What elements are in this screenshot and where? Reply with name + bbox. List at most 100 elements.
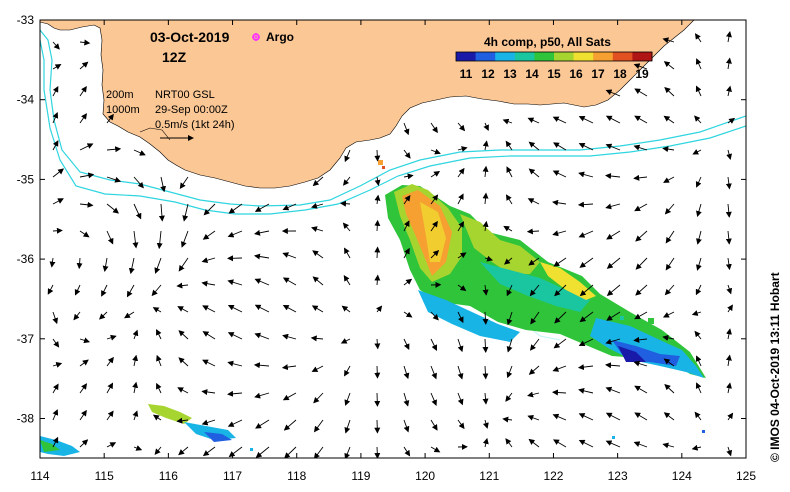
argo-marker-icon: [252, 33, 260, 41]
x-tick-label: 119: [351, 469, 370, 483]
current-arrow-icon: [484, 255, 494, 262]
current-arrow-icon: [178, 446, 189, 456]
current-arrow-icon: [503, 257, 513, 265]
current-arrow-icon: [154, 257, 162, 274]
current-arrow-icon: [694, 330, 702, 340]
current-arrow-icon: [133, 149, 146, 156]
current-arrow-icon: [403, 278, 413, 286]
current-arrow-icon: [282, 277, 297, 286]
current-arrow-icon: [725, 176, 732, 190]
argo-label: Argo: [266, 30, 294, 44]
current-arrow-icon: [132, 354, 139, 367]
current-arrow-icon: [482, 437, 489, 448]
current-arrow-icon: [403, 392, 410, 407]
current-arrow-icon: [255, 419, 270, 429]
current-arrow-icon: [106, 410, 114, 421]
current-arrow-icon: [152, 414, 162, 421]
current-arrow-icon: [457, 167, 465, 178]
current-arrow-icon: [227, 304, 243, 313]
current-arrow-icon: [228, 203, 243, 214]
colorbar-segment: [534, 52, 555, 61]
x-tick-label: 123: [608, 469, 628, 483]
current-arrow-icon: [312, 250, 324, 259]
current-arrow-icon: [634, 412, 648, 421]
colorbar-tick-label: 18: [613, 67, 627, 81]
current-arrow-icon: [430, 311, 439, 321]
current-arrow-icon: [311, 202, 324, 209]
current-arrow-icon: [52, 198, 64, 205]
plot-frame: [39, 19, 747, 459]
current-date-label: 29-Sep 00:00Z: [155, 104, 228, 116]
current-arrow-icon: [73, 311, 81, 321]
current-arrow-icon: [311, 226, 324, 232]
current-arrow-icon: [253, 362, 270, 369]
current-arrow-icon: [79, 172, 95, 179]
current-arrow-icon: [253, 253, 270, 260]
x-tick-label: 125: [736, 469, 756, 483]
current-arrow-icon: [528, 365, 540, 375]
y-tick-label: -35: [17, 172, 35, 186]
current-arrow-icon: [79, 337, 91, 344]
current-arrow-icon: [52, 383, 59, 394]
current-arrow-icon: [605, 440, 621, 448]
current-arrow-icon: [283, 419, 297, 431]
current-arrow-icon: [579, 284, 594, 297]
current-arrow-icon: [726, 446, 733, 457]
current-arrow-icon: [52, 64, 62, 70]
current-arrow-icon: [430, 250, 440, 259]
current-arrow-icon: [695, 355, 702, 367]
current-arrow-icon: [79, 113, 87, 124]
current-arrow-icon: [202, 359, 216, 367]
current-arrow-icon: [726, 149, 732, 160]
current-arrow-icon: [403, 446, 411, 457]
current-arrow-icon: [634, 88, 648, 97]
current-arrow-icon: [52, 140, 59, 151]
current-arrow-icon: [606, 311, 621, 321]
current-arrow-icon: [203, 203, 216, 216]
current-arrow-icon: [696, 203, 702, 218]
current-arrow-icon: [482, 192, 489, 205]
current-arrow-icon: [552, 199, 567, 206]
current-arrow-icon: [254, 229, 270, 236]
current-arrow-icon: [605, 412, 621, 421]
current-arrow-icon: [79, 143, 94, 151]
current-arrow-icon: [634, 385, 648, 394]
current-arrow-icon: [282, 252, 297, 259]
current-arrow-icon: [606, 284, 621, 296]
current-arrow-icon: [605, 173, 621, 180]
current-arrow-icon: [553, 257, 567, 267]
current-arrow-icon: [177, 306, 189, 313]
current-arrow-icon: [578, 171, 594, 178]
current-arrow-icon: [663, 115, 675, 124]
current-arrow-icon: [483, 122, 489, 132]
current-arrow-icon: [633, 174, 648, 181]
current-arrow-icon: [578, 413, 594, 421]
current-arrow-icon: [201, 389, 216, 395]
current-arrow-icon: [482, 338, 489, 353]
current-arrow-icon: [52, 362, 63, 368]
current-arrow-icon: [457, 252, 467, 259]
x-tick-label: 115: [95, 469, 114, 483]
current-arrow-icon: [152, 307, 162, 313]
current-arrow-icon: [633, 336, 648, 343]
current-arrow-icon: [403, 311, 413, 318]
current-arrow-icon: [106, 442, 117, 448]
current-arrow-icon: [725, 57, 732, 70]
colorbar-segment: [593, 52, 614, 61]
current-arrow-icon: [101, 284, 108, 297]
isobath-1000m-line: [40, 39, 746, 215]
current-arrow-icon: [662, 311, 675, 318]
current-arrow-icon: [178, 330, 189, 340]
current-arrow-icon: [312, 176, 324, 187]
current-vectors: [47, 31, 736, 458]
current-arrow-icon: [254, 304, 270, 313]
current-arrow-icon: [634, 203, 648, 212]
current-arrow-icon: [79, 61, 89, 70]
current-arrow-icon: [430, 170, 441, 178]
current-arrow-icon: [374, 446, 381, 458]
current-arrow-icon: [52, 436, 59, 448]
current-arrow-icon: [695, 58, 702, 70]
current-arrow-icon: [528, 438, 540, 448]
current-arrow-icon: [374, 176, 381, 186]
current-arrow-icon: [376, 305, 383, 313]
